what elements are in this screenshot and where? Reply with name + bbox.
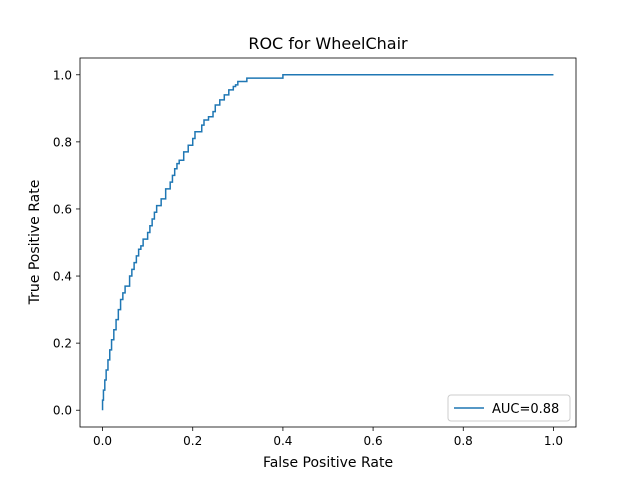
y-tick-label: 0.4: [53, 270, 72, 284]
x-tick-label: 0.6: [364, 434, 383, 448]
y-tick-label: 1.0: [53, 68, 72, 82]
x-tick-label: 0.0: [93, 434, 112, 448]
legend-label: AUC=0.88: [492, 402, 559, 417]
x-tick-label: 0.2: [183, 434, 202, 448]
plot-frame: [79, 57, 577, 428]
axis-ticks: 0.0 0.2 0.4 0.6 0.8 1.0 0.0 0.2 0.4 0.6 0.8 1.0: [53, 68, 563, 448]
x-tick-label: 0.8: [454, 434, 473, 448]
y-axis-label: True Positive Rate: [27, 180, 43, 306]
x-tick-label: 0.4: [273, 434, 292, 448]
legend: AUC=0.88: [447, 394, 571, 422]
y-tick-label: 0.2: [53, 337, 72, 351]
legend-box: [447, 394, 571, 422]
x-axis-label: False Positive Rate: [263, 455, 393, 471]
y-tick-label: 0.8: [53, 135, 72, 149]
y-tick-label: 0.0: [53, 404, 72, 418]
y-tick-label: 0.6: [53, 202, 72, 216]
x-tick-label: 1.0: [544, 434, 563, 448]
chart-title: ROC for WheelChair: [248, 34, 408, 53]
roc-curve: [101, 74, 554, 411]
